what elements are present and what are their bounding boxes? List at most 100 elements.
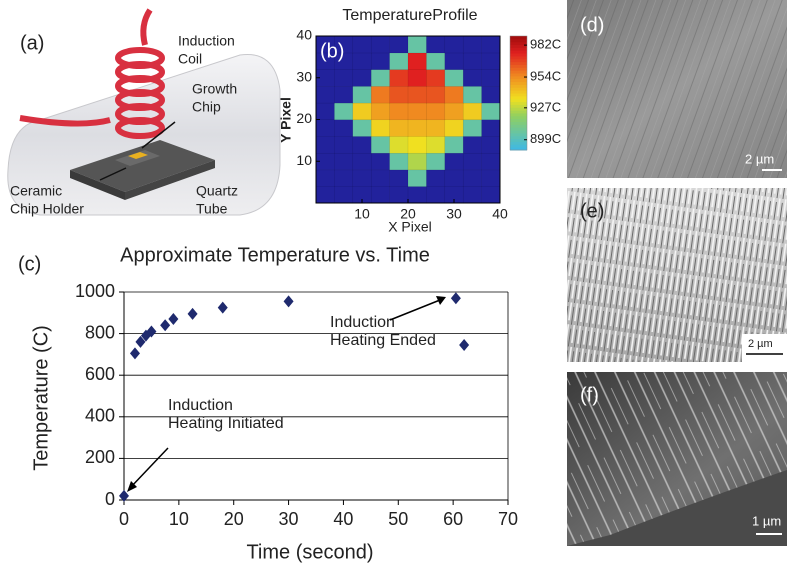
heat-cell — [463, 103, 482, 120]
panel-label: (f) — [580, 384, 599, 406]
heat-cell — [482, 170, 501, 187]
y-axis-label: Y Pixel — [278, 97, 294, 143]
heat-cell — [426, 170, 445, 187]
y-tick-label: 600 — [85, 364, 115, 384]
heat-cell — [353, 69, 372, 86]
heat-cell — [371, 186, 390, 203]
label: Coil — [178, 51, 202, 67]
heat-cell — [482, 136, 501, 153]
heat-cell — [408, 53, 427, 70]
heat-cell — [482, 36, 501, 53]
heat-cell — [334, 153, 353, 170]
heat-cell — [445, 53, 464, 70]
colorbar-step — [510, 122, 527, 125]
point — [451, 292, 461, 304]
x-tick-label: 20 — [224, 509, 244, 529]
colorbar-step — [510, 47, 527, 50]
panel-label: (c) — [18, 253, 41, 275]
colorbar-step — [510, 50, 527, 53]
heat-cell — [334, 103, 353, 120]
colorbar-step — [510, 70, 527, 73]
heat-cell — [482, 186, 501, 203]
y-axis-label: Temperature (C) — [30, 325, 52, 471]
colorbar-label: 899C — [530, 131, 561, 146]
colorbar-step — [510, 144, 527, 147]
colorbar-step — [510, 130, 527, 133]
heat-cell — [408, 103, 427, 120]
annotation-arrow — [390, 300, 440, 320]
x-tick-label: 70 — [498, 509, 518, 529]
heat-cell — [371, 120, 390, 137]
x-axis-label: X Pixel — [388, 219, 432, 235]
x-tick-label: 30 — [279, 509, 299, 529]
heat-cell — [334, 170, 353, 187]
heat-cell — [426, 120, 445, 137]
chart-title: Approximate Temperature vs. Time — [120, 244, 430, 266]
panel-label: (e) — [580, 200, 604, 222]
point — [459, 339, 469, 351]
colorbar-step — [510, 36, 527, 39]
heat-cell — [408, 86, 427, 103]
colorbar-step — [510, 102, 527, 105]
scale-label: 2 µm — [748, 338, 773, 350]
heat-cell — [463, 53, 482, 70]
colorbar-step — [510, 87, 527, 90]
x-axis-label: Time (second) — [246, 541, 373, 563]
panel-label: (a) — [20, 32, 44, 54]
chart-title: TemperatureProfile — [342, 7, 477, 24]
y-tick-label: 1000 — [75, 281, 115, 301]
colorbar-step — [510, 96, 527, 99]
heat-cell — [463, 170, 482, 187]
colorbar-step — [510, 76, 527, 79]
heat-cell — [408, 136, 427, 153]
heat-cell — [408, 170, 427, 187]
label: Quartz — [196, 183, 238, 199]
colorbar-step — [510, 133, 527, 136]
heat-cell — [463, 36, 482, 53]
panel-e: (e) 2 µm — [567, 188, 787, 362]
colorbar-step — [510, 141, 527, 144]
colorbar-step — [510, 99, 527, 102]
point — [168, 313, 178, 325]
heat-cell — [334, 186, 353, 203]
colorbar-step — [510, 62, 527, 65]
x-tick-label: 10 — [354, 206, 370, 222]
heat-cell — [353, 103, 372, 120]
colorbar-step — [510, 136, 527, 139]
colorbar-label: 982C — [530, 37, 561, 52]
panel-f: (f) 1 µm — [567, 372, 787, 546]
point — [130, 347, 140, 359]
x-tick-label: 40 — [333, 509, 353, 529]
heat-cell — [463, 186, 482, 203]
heat-cell — [426, 36, 445, 53]
figure: (a) Induction Coil Growth Chip Ceramic C… — [0, 0, 787, 570]
heat-cell — [463, 86, 482, 103]
heat-cell — [371, 136, 390, 153]
colorbar-step — [510, 65, 527, 68]
heat-cell — [371, 170, 390, 187]
colorbar-step — [510, 127, 527, 130]
y-tick-label: 40 — [296, 27, 312, 43]
heat-cell — [482, 103, 501, 120]
heat-cell — [371, 86, 390, 103]
y-tick-label: 0 — [105, 489, 115, 509]
scale-label: 2 µm — [745, 151, 774, 166]
annotation: Heating Ended — [330, 332, 436, 349]
scale-label: 1 µm — [752, 513, 781, 528]
heat-cell — [408, 69, 427, 86]
heat-cell — [482, 53, 501, 70]
y-tick-label: 20 — [296, 110, 312, 126]
colorbar-step — [510, 104, 527, 107]
heat-cell — [316, 170, 335, 187]
x-tick-label: 30 — [446, 206, 462, 222]
point — [284, 295, 294, 307]
colorbar-step — [510, 84, 527, 87]
heat-cell — [445, 153, 464, 170]
colorbar-step — [510, 73, 527, 76]
colorbar-step — [510, 119, 527, 122]
heat-cell — [390, 186, 409, 203]
heat-cell — [445, 69, 464, 86]
heat-cell — [445, 170, 464, 187]
colorbar-step — [510, 67, 527, 70]
heat-cell — [371, 69, 390, 86]
